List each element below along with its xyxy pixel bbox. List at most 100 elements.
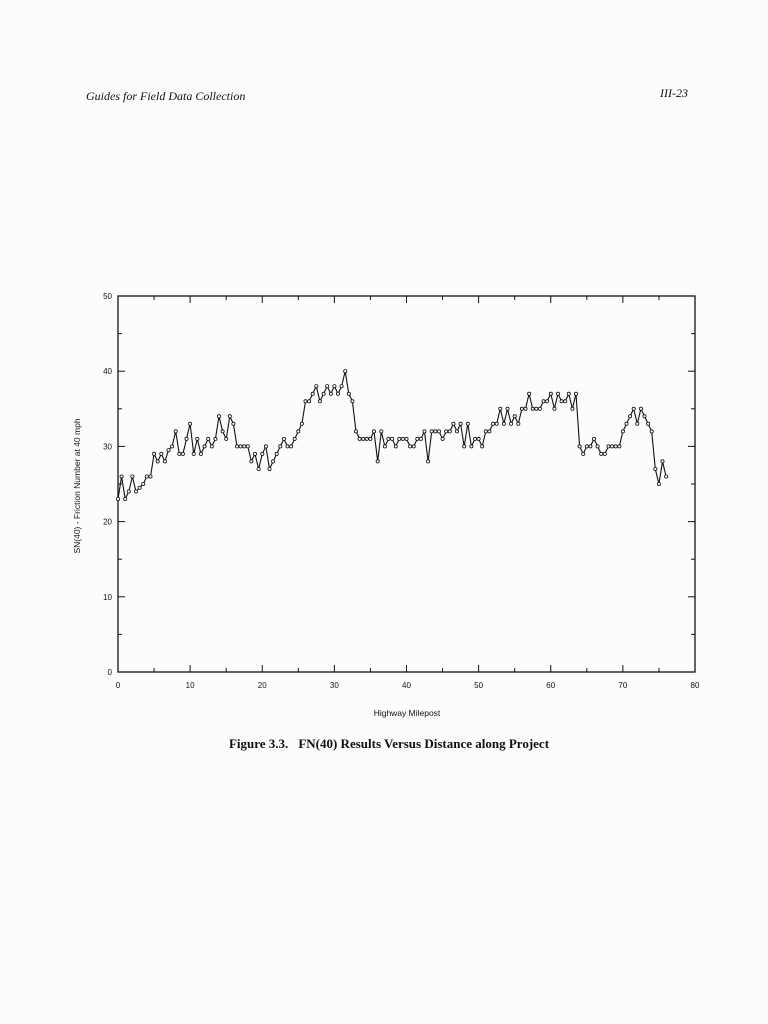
data-point [613,444,618,449]
figure-number: Figure 3.3. [228,736,289,751]
data-point [227,414,232,419]
data-point [494,421,499,426]
data-point [469,444,474,449]
data-point [263,444,268,449]
data-point [577,444,582,449]
data-point [220,429,225,434]
data-point [610,444,615,449]
data-point [436,429,441,434]
data-point [325,384,330,389]
figure-title: FN(40) Results Versus Distance along Pro… [298,736,550,751]
data-point [361,436,366,441]
data-point [552,406,557,411]
data-point [137,485,142,490]
data-point [631,406,636,411]
data-point [162,459,167,464]
data-point [198,451,203,456]
data-point [415,436,420,441]
data-point [462,444,467,449]
data-point [472,436,477,441]
data-point [429,429,434,434]
data-point [177,451,182,456]
data-point [426,459,431,464]
data-point [281,436,286,441]
data-point [509,421,514,426]
data-point [123,496,128,501]
plot-frame [117,295,696,673]
data-point [465,421,470,426]
data-point [523,406,528,411]
data-point [487,429,492,434]
data-point [642,414,647,419]
data-point [328,391,333,396]
figure-caption: Figure 3.3. FN(40) Results Versus Distanc… [0,736,768,752]
data-point [574,391,579,396]
data-point [195,436,200,441]
data-point [592,436,597,441]
data-point [599,451,604,456]
data-point [260,451,265,456]
data-point [224,436,229,441]
data-point [231,421,236,426]
data-point [646,421,651,426]
page-number: III-23 [660,86,688,100]
data-point [530,406,535,411]
data-point [501,421,506,426]
y-tick-label: 10 [103,593,112,602]
x-tick-label: 60 [546,681,555,690]
data-point [404,436,409,441]
data-point [476,436,481,441]
data-point [584,444,589,449]
data-point [191,451,196,456]
data-point [155,459,160,464]
data-point [148,474,153,479]
data-point [390,436,395,441]
data-point [433,429,438,434]
data-point [566,391,571,396]
data-point [556,391,561,396]
data-point [216,414,221,419]
data-point [152,451,157,456]
data-point [307,399,312,404]
data-point [451,421,456,426]
series-line [117,371,667,501]
x-tick-label: 70 [618,681,627,690]
data-point [595,444,600,449]
data-point [656,481,661,486]
data-point [188,421,193,426]
data-point [545,399,550,404]
data-point [411,444,416,449]
data-point [649,429,654,434]
data-point [368,436,373,441]
data-point [541,399,546,404]
data-point [422,429,427,434]
data-point [638,406,643,411]
data-point [314,384,319,389]
data-point [393,444,398,449]
data-point [271,459,276,464]
data-point [653,466,658,471]
data-point [397,436,402,441]
x-tick-label: 30 [330,681,339,690]
data-point [184,436,189,441]
data-point [303,399,308,404]
data-point [588,444,593,449]
data-point [617,444,622,449]
data-point [234,444,239,449]
data-point [353,429,358,434]
x-tick-label: 20 [258,681,267,690]
data-point [206,436,211,441]
data-point [116,496,121,501]
data-point [180,451,185,456]
x-tick-label: 10 [186,681,195,690]
data-point [133,489,138,494]
data-point [332,384,337,389]
y-tick-label: 20 [103,518,112,527]
data-point [534,406,539,411]
data-point [141,481,146,486]
data-point [635,421,640,426]
data-point [296,429,301,434]
y-tick-label: 0 [108,668,113,677]
data-point [252,451,257,456]
